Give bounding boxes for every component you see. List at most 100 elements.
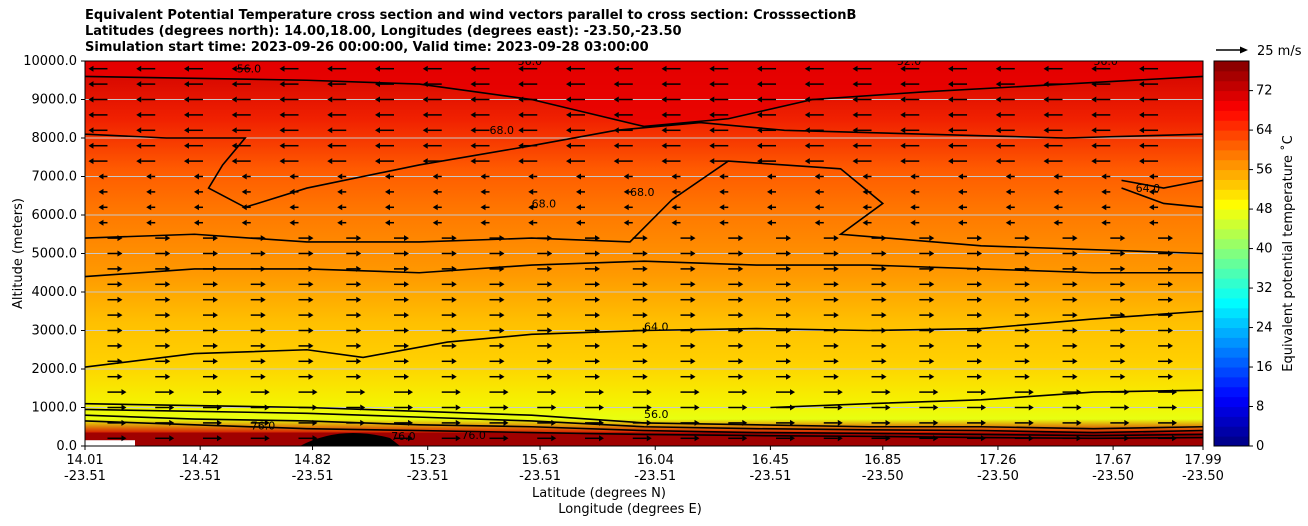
wind-vector bbox=[728, 296, 744, 303]
wind-vector bbox=[967, 389, 987, 396]
wind-vector bbox=[804, 127, 824, 134]
contour-label: 76.0 bbox=[391, 430, 416, 443]
wind-vector bbox=[757, 142, 777, 149]
wind-vector bbox=[384, 204, 394, 211]
wind-vector bbox=[728, 342, 744, 349]
wind-vector bbox=[1014, 312, 1030, 319]
wind-vector bbox=[518, 142, 538, 149]
wind-vector bbox=[919, 404, 939, 411]
wind-vector bbox=[709, 142, 729, 149]
wind-vector bbox=[107, 250, 123, 257]
colorbar-segment bbox=[1214, 80, 1249, 92]
wind-vector bbox=[441, 235, 457, 242]
wind-vector bbox=[661, 65, 681, 72]
contour-line-64 bbox=[85, 121, 1203, 209]
wind-vector bbox=[393, 235, 409, 242]
x-tick-lon-label: -23.51 bbox=[64, 469, 106, 484]
colorbar-segment bbox=[1214, 288, 1249, 299]
wind-vector bbox=[441, 435, 461, 442]
wind-vector bbox=[776, 265, 792, 272]
wind-vector bbox=[757, 65, 777, 72]
wind-vector bbox=[327, 81, 347, 88]
wind-vector bbox=[107, 235, 123, 242]
wind-vector bbox=[470, 142, 490, 149]
contour-line-58 bbox=[85, 260, 1203, 278]
wind-vector bbox=[537, 404, 557, 411]
wind-vector bbox=[871, 296, 887, 303]
wind-vector bbox=[900, 81, 920, 88]
wind-vector bbox=[384, 173, 394, 180]
wind-vector bbox=[1043, 111, 1063, 118]
wind-vector bbox=[623, 219, 633, 226]
wind-vector bbox=[823, 250, 839, 257]
wind-vector bbox=[919, 265, 935, 272]
wind-vector bbox=[422, 96, 442, 103]
wind-vector bbox=[719, 173, 729, 180]
wind-vector bbox=[728, 281, 744, 288]
contour-line-64 bbox=[1121, 187, 1203, 209]
wind-vector bbox=[680, 296, 696, 303]
wind-vector bbox=[585, 358, 601, 365]
wind-vector bbox=[346, 389, 366, 396]
wind-vector bbox=[967, 419, 987, 426]
wind-vector bbox=[1014, 342, 1030, 349]
wind-vector bbox=[470, 127, 490, 134]
wind-vector bbox=[289, 173, 299, 180]
wind-vector bbox=[1043, 142, 1063, 149]
wind-vector bbox=[528, 188, 538, 195]
wind-vector bbox=[193, 219, 203, 226]
wind-vector bbox=[852, 127, 872, 134]
wind-vector bbox=[241, 188, 251, 195]
wind-vector bbox=[250, 265, 266, 272]
wind-vector bbox=[202, 235, 218, 242]
wind-vector bbox=[776, 389, 796, 396]
colorbar-segment bbox=[1214, 130, 1249, 141]
wind-vector bbox=[1139, 127, 1159, 134]
wind-vector bbox=[804, 142, 824, 149]
wind-vector bbox=[1158, 435, 1178, 442]
wind-vector bbox=[107, 327, 123, 334]
wind-vector bbox=[910, 173, 920, 180]
wind-vector bbox=[1062, 389, 1082, 396]
wind-vector bbox=[566, 65, 586, 72]
wind-vector bbox=[279, 127, 299, 134]
wind-vector bbox=[852, 65, 872, 72]
wind-vector bbox=[155, 281, 171, 288]
wind-vector bbox=[88, 65, 108, 72]
wind-vector bbox=[1014, 358, 1030, 365]
wind-vector bbox=[995, 96, 1015, 103]
wind-vector bbox=[470, 81, 490, 88]
wind-vector bbox=[107, 358, 123, 365]
wind-vector bbox=[757, 111, 777, 118]
wind-vector bbox=[327, 142, 347, 149]
colorbar-segment bbox=[1214, 337, 1249, 348]
colorbar-segment bbox=[1214, 100, 1249, 111]
wind-vector bbox=[585, 404, 605, 411]
wind-vector bbox=[1053, 204, 1063, 211]
wind-vector bbox=[298, 389, 318, 396]
wind-vector bbox=[98, 173, 108, 180]
x-tick-lon-label: -23.50 bbox=[1092, 469, 1134, 484]
wind-vector bbox=[202, 435, 222, 442]
warm-region-upper bbox=[85, 61, 1203, 127]
colorbar-segment bbox=[1214, 278, 1249, 289]
wind-vector bbox=[470, 111, 490, 118]
wind-vector bbox=[374, 65, 394, 72]
wind-vector bbox=[1158, 235, 1174, 242]
wind-vector bbox=[919, 342, 935, 349]
wind-vector bbox=[250, 327, 266, 334]
wind-vector bbox=[393, 389, 413, 396]
wind-vector bbox=[393, 296, 409, 303]
wind-vector bbox=[632, 404, 652, 411]
wind-vector bbox=[728, 312, 744, 319]
wind-vector bbox=[958, 188, 968, 195]
wind-vector bbox=[1062, 312, 1078, 319]
contour-label: 76.0 bbox=[251, 419, 276, 432]
wind-vector bbox=[202, 389, 222, 396]
wind-vector bbox=[852, 142, 872, 149]
wind-vector bbox=[632, 327, 648, 334]
colorbar-segment bbox=[1214, 327, 1249, 338]
wind-vector bbox=[852, 96, 872, 103]
wind-vector bbox=[632, 373, 648, 380]
wind-vector bbox=[537, 281, 553, 288]
